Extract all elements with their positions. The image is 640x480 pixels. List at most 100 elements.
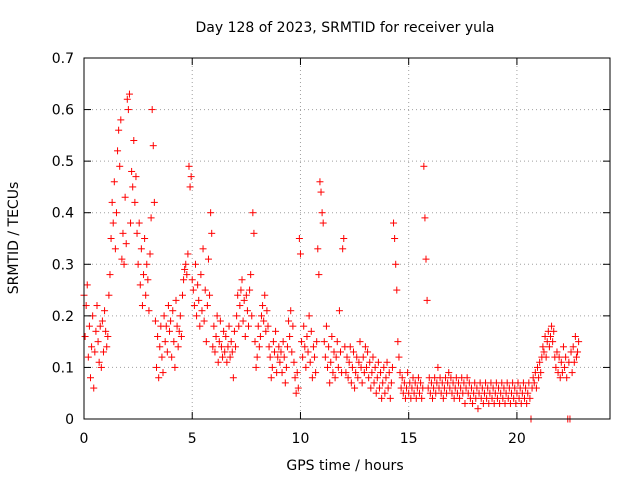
data-point — [130, 137, 137, 144]
y-tick-labels: 00.10.20.30.40.50.60.7 — [52, 51, 74, 428]
data-point — [266, 343, 273, 350]
data-point — [372, 364, 379, 371]
data-point — [230, 374, 237, 381]
data-point — [395, 354, 402, 361]
data-point — [150, 142, 157, 149]
data-point — [404, 369, 411, 376]
data-point — [208, 230, 215, 237]
data-point — [160, 369, 167, 376]
x-axis-label: GPS time / hours — [286, 458, 403, 474]
data-point — [145, 307, 152, 314]
data-point — [234, 292, 241, 299]
data-point — [281, 354, 288, 361]
data-point — [105, 292, 112, 299]
y-tick-label: 0.4 — [52, 206, 74, 222]
data-point — [575, 338, 582, 345]
data-point — [224, 343, 231, 350]
data-point — [112, 245, 119, 252]
data-point — [215, 359, 222, 366]
data-point — [158, 354, 165, 361]
data-point — [377, 369, 384, 376]
srmtid-scatter-chart: Day 128 of 2023, SRMTID for receiver yul… — [0, 0, 640, 480]
chart-title: Day 128 of 2023, SRMTID for receiver yul… — [195, 20, 494, 36]
data-point — [375, 359, 382, 366]
data-point — [134, 230, 141, 237]
data-point — [205, 256, 212, 263]
data-point — [85, 354, 92, 361]
data-point — [270, 338, 277, 345]
data-point — [539, 343, 546, 350]
data-point — [290, 359, 297, 366]
data-point — [388, 379, 395, 386]
data-point — [391, 235, 398, 242]
data-point — [369, 354, 376, 361]
y-tick-label: 0 — [65, 412, 74, 428]
data-point — [226, 323, 233, 330]
data-point — [88, 343, 95, 350]
data-point — [175, 343, 182, 350]
data-point — [148, 214, 155, 221]
data-point — [117, 116, 124, 123]
data-point — [132, 173, 139, 180]
data-point — [152, 318, 159, 325]
data-point — [137, 281, 144, 288]
data-point — [348, 379, 355, 386]
data-point — [284, 343, 291, 350]
data-point — [228, 338, 235, 345]
data-point — [180, 276, 187, 283]
data-point — [210, 323, 217, 330]
data-point — [324, 364, 331, 371]
y-tick-label: 0.2 — [52, 309, 74, 325]
data-point — [147, 250, 154, 257]
data-point — [122, 194, 129, 201]
data-point — [194, 281, 201, 288]
data-point — [236, 302, 243, 309]
data-point — [242, 333, 249, 340]
data-point — [206, 292, 213, 299]
data-point — [207, 209, 214, 216]
data-point — [188, 173, 195, 180]
data-point — [101, 307, 108, 314]
data-point — [200, 245, 207, 252]
data-point — [167, 318, 174, 325]
data-point — [255, 323, 262, 330]
data-point — [286, 333, 293, 340]
data-point — [127, 220, 134, 227]
data-point — [110, 220, 117, 227]
data-point — [223, 359, 230, 366]
data-point — [279, 369, 286, 376]
data-point — [314, 245, 321, 252]
data-point — [245, 323, 252, 330]
data-point — [562, 354, 569, 361]
data-point — [240, 318, 247, 325]
data-point — [319, 209, 326, 216]
data-point — [182, 261, 189, 268]
data-point — [161, 312, 168, 319]
data-point — [86, 323, 93, 330]
data-point — [233, 312, 240, 319]
data-point — [384, 359, 391, 366]
data-point — [312, 369, 319, 376]
data-point — [379, 379, 386, 386]
data-point — [131, 199, 138, 206]
data-point — [373, 390, 380, 397]
data-point — [308, 328, 315, 335]
data-point — [135, 261, 142, 268]
data-point — [302, 364, 309, 371]
data-point — [378, 395, 385, 402]
data-point — [143, 261, 150, 268]
data-point — [196, 323, 203, 330]
data-point — [232, 343, 239, 350]
data-point — [164, 348, 171, 355]
data-point — [421, 214, 428, 221]
data-point — [359, 379, 366, 386]
data-point — [393, 287, 400, 294]
data-point — [385, 385, 392, 392]
data-point — [283, 364, 290, 371]
data-point — [93, 302, 100, 309]
data-point — [350, 348, 357, 355]
data-point — [91, 348, 98, 355]
data-point — [389, 364, 396, 371]
data-point — [246, 287, 253, 294]
data-point — [249, 209, 256, 216]
